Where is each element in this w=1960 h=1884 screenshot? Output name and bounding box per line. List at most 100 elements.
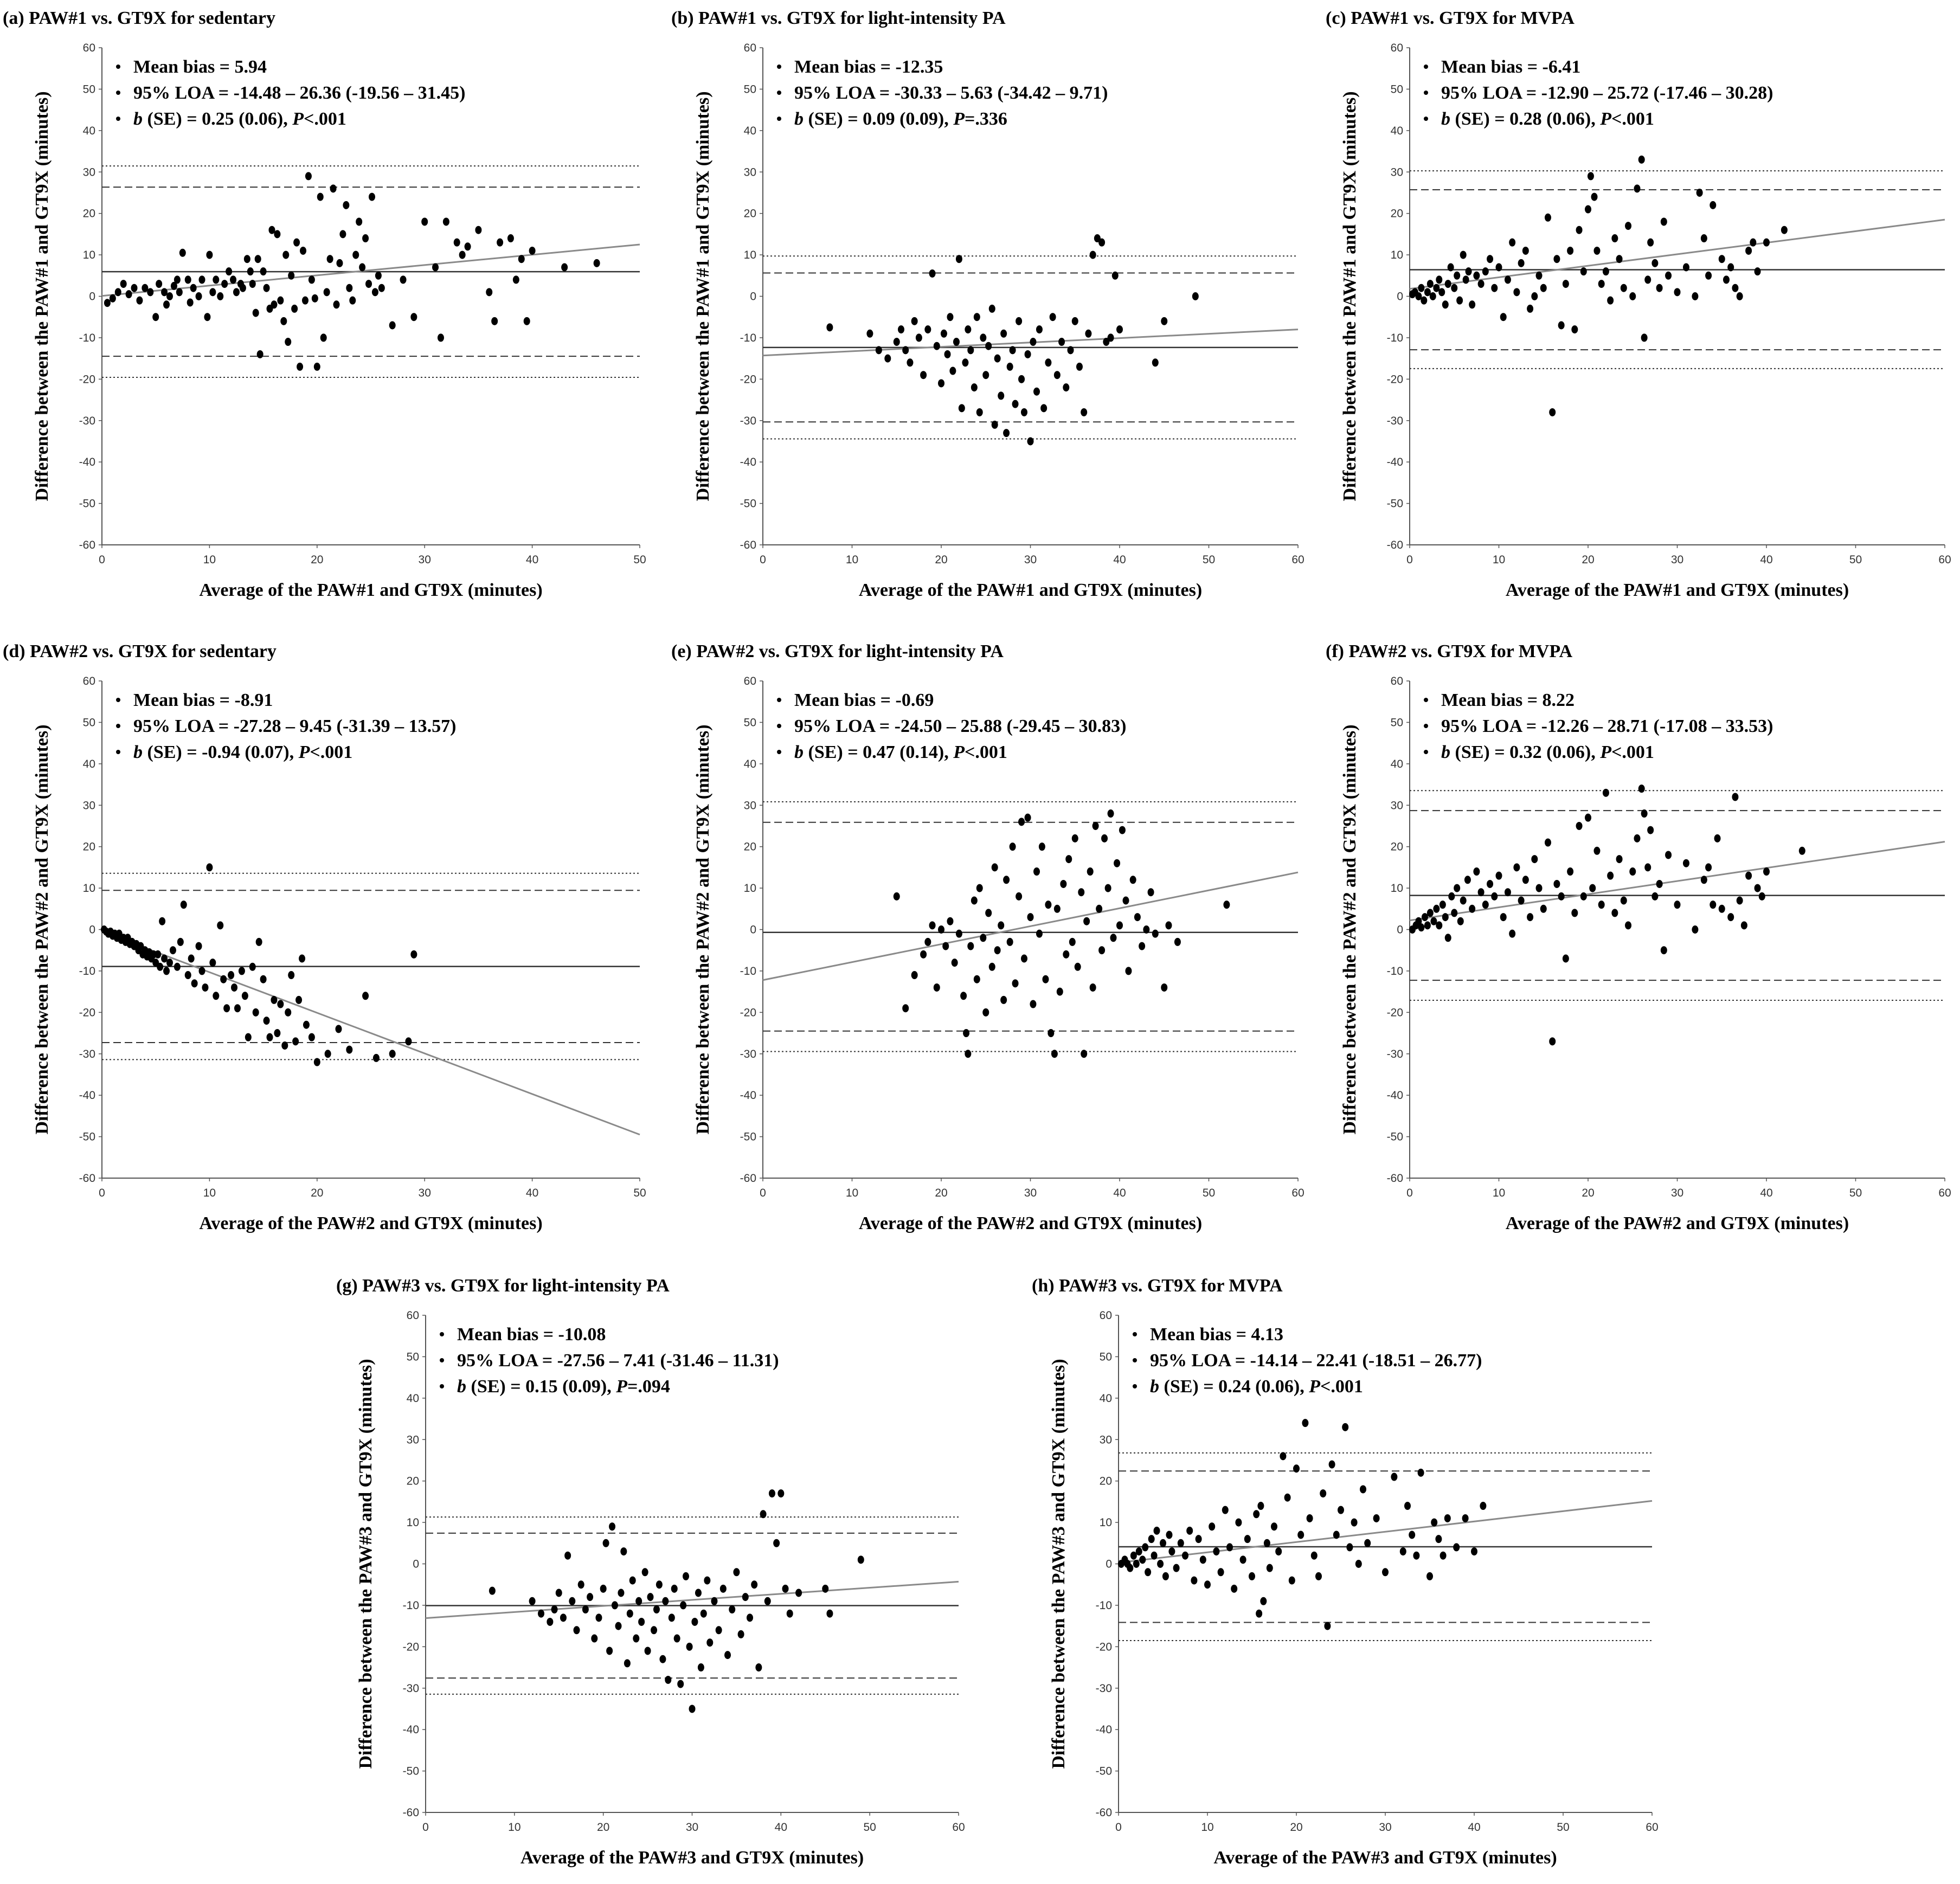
y-axis-label: Difference between the PAW#2 and GT9X (m…: [1340, 724, 1360, 1134]
y-tick-label: -30: [1096, 1682, 1112, 1695]
data-point: [933, 342, 940, 350]
data-point: [1027, 913, 1034, 922]
data-point: [346, 284, 353, 292]
y-tick-label: 20: [1391, 208, 1403, 220]
data-point: [1718, 255, 1725, 263]
data-point: [626, 1609, 633, 1618]
data-point: [1315, 1572, 1322, 1580]
data-point: [1641, 809, 1648, 818]
data-point: [202, 983, 209, 992]
data-point: [299, 954, 306, 963]
data-point: [1094, 234, 1101, 243]
data-point: [647, 1593, 654, 1602]
data-point: [190, 284, 197, 292]
data-point: [1500, 913, 1507, 922]
data-point: [1346, 1543, 1353, 1552]
y-tick-label: -60: [740, 539, 756, 551]
data-point: [1616, 255, 1623, 263]
data-point: [1629, 867, 1636, 876]
data-point: [991, 863, 998, 872]
bullet-icon: [1424, 117, 1428, 121]
y-tick-label: -40: [740, 1089, 756, 1102]
data-point: [266, 1033, 273, 1041]
y-tick-label: 20: [744, 841, 756, 853]
data-point: [1460, 896, 1467, 905]
data-point: [1333, 1531, 1340, 1539]
bullet-icon: [777, 117, 781, 121]
data-point: [486, 288, 493, 297]
data-point: [942, 942, 949, 950]
stat-p-symbol: P: [1599, 742, 1611, 762]
data-point: [1417, 1468, 1424, 1477]
data-point: [1602, 788, 1609, 797]
data-point: [1580, 267, 1587, 276]
y-tick-label: 30: [1391, 799, 1403, 812]
x-axis-label: Average of the PAW#1 and GT9X (minutes): [1506, 580, 1849, 600]
data-point: [1153, 1526, 1160, 1535]
data-point: [1040, 404, 1048, 413]
stat-p-symbol: P: [953, 742, 965, 762]
data-point: [980, 333, 987, 342]
y-tick-label: 0: [750, 291, 756, 303]
data-point: [1101, 834, 1108, 843]
data-point: [1487, 255, 1494, 263]
data-point: [1222, 1506, 1229, 1514]
data-point: [1585, 813, 1591, 822]
data-point: [593, 259, 600, 267]
data-point: [1473, 271, 1480, 280]
data-point: [1020, 954, 1027, 963]
stat-mean-bias: Mean bias = -12.35: [794, 57, 943, 77]
data-point: [976, 408, 983, 416]
data-point: [1714, 834, 1721, 843]
x-tick-label: 30: [1671, 554, 1683, 566]
data-point: [561, 263, 568, 272]
data-point: [795, 1589, 802, 1597]
stat-b-symbol: b: [133, 109, 143, 129]
data-point: [1111, 271, 1119, 280]
data-point: [1012, 979, 1019, 988]
y-tick-label: -40: [403, 1724, 419, 1736]
data-point: [1727, 263, 1734, 272]
data-point: [1107, 809, 1114, 818]
data-point: [1078, 888, 1085, 897]
data-point: [1598, 280, 1605, 288]
data-point: [1674, 288, 1681, 297]
data-point: [960, 992, 967, 1000]
data-point: [230, 275, 237, 284]
data-point: [1009, 346, 1016, 355]
y-tick-label: -40: [1387, 456, 1403, 468]
stat-p-value: <.001: [1611, 109, 1654, 129]
data-point: [274, 1029, 281, 1038]
data-point: [330, 184, 337, 193]
y-tick-label: 50: [83, 83, 95, 95]
data-point: [1036, 929, 1043, 938]
x-tick-label: 0: [1406, 554, 1413, 566]
data-point: [755, 1663, 762, 1672]
data-point: [1235, 1518, 1242, 1527]
data-point: [308, 1033, 315, 1041]
x-tick-label: 20: [311, 554, 323, 566]
data-point: [1535, 271, 1543, 280]
stat-loa: 95% LOA = -12.26 – 28.71 (-17.08 – 33.53…: [1441, 716, 1773, 736]
data-point: [187, 298, 194, 307]
data-point: [1081, 408, 1088, 416]
data-point: [529, 1597, 536, 1605]
data-point: [595, 1613, 602, 1622]
data-point: [1016, 317, 1023, 325]
data-point: [1048, 1029, 1055, 1038]
x-tick-label: 0: [422, 1821, 429, 1834]
data-point: [206, 863, 213, 872]
data-point: [971, 383, 978, 392]
data-point: [924, 937, 931, 946]
y-tick-label: 50: [83, 716, 95, 729]
y-tick-label: 0: [750, 924, 756, 936]
stat-b-value: (SE) = -0.94 (0.07),: [143, 742, 299, 762]
data-point: [1447, 263, 1454, 272]
data-point: [573, 1626, 580, 1635]
regression-line: [762, 871, 1299, 981]
data-point: [184, 275, 191, 284]
data-point: [1585, 205, 1591, 214]
data-point: [1249, 1572, 1255, 1580]
data-point: [131, 284, 138, 292]
